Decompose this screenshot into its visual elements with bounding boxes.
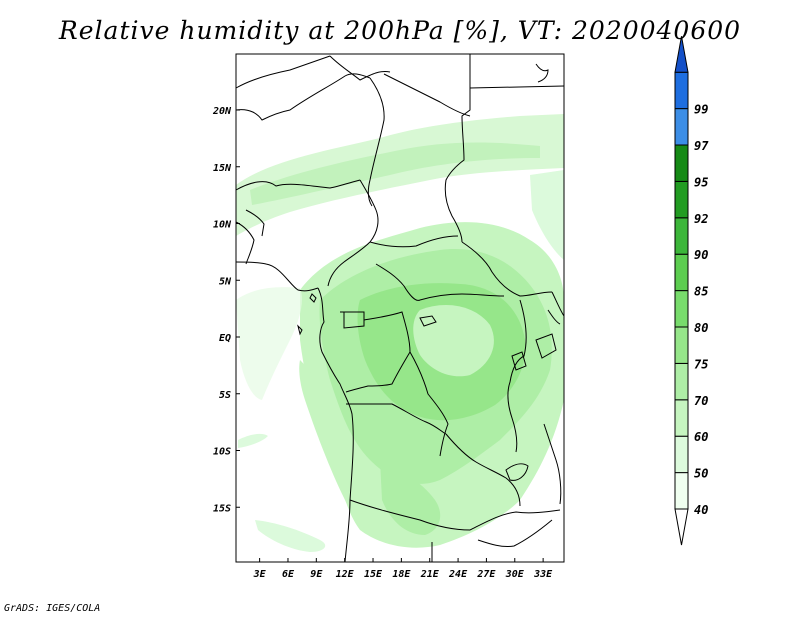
colorbar: 40 50 60 70 75 80 85 90 92 95 97 99 xyxy=(674,36,709,546)
longitude-label: 24E xyxy=(448,569,468,580)
colorbar-label: 99 xyxy=(694,103,708,117)
colorbar-label: 92 xyxy=(694,212,708,226)
colorbar-label: 95 xyxy=(694,175,708,189)
colorbar-bin xyxy=(674,180,689,219)
longitude-label: 9E xyxy=(310,569,323,580)
humidity-field xyxy=(236,114,564,552)
longitude-label: 27E xyxy=(476,569,496,580)
map-frame xyxy=(235,53,565,563)
colorbar-bin xyxy=(674,435,689,474)
longitude-label: 6E xyxy=(282,569,295,580)
country-boundaries xyxy=(235,54,565,563)
colorbar-bin xyxy=(674,71,689,110)
colorbar-top-arrow xyxy=(674,36,689,73)
latitude-label: 20N xyxy=(212,106,232,117)
latitude-label: 10N xyxy=(213,220,232,231)
colorbar-label: 60 xyxy=(694,430,708,444)
colorbar-label: 97 xyxy=(694,139,709,153)
longitude-label: 30E xyxy=(505,569,525,580)
colorbar-bin xyxy=(674,108,689,146)
longitude-label: 33E xyxy=(533,569,553,580)
colorbar-bin xyxy=(674,472,689,510)
colorbar-label: 85 xyxy=(694,285,708,299)
colorbar-bin xyxy=(674,399,689,437)
longitude-label: 21E xyxy=(420,569,440,580)
latitude-label: 15N xyxy=(213,163,232,174)
colorbar-bottom-arrow xyxy=(674,508,689,546)
latitude-label: EQ xyxy=(219,333,231,344)
colorbar-label: 75 xyxy=(694,357,708,371)
colorbar-label: 50 xyxy=(694,467,708,481)
colorbar-bin xyxy=(674,144,689,182)
colorbar-bin xyxy=(674,362,689,401)
latitude-labels: 20N 15N 10N 5N EQ 5S 10S 15S xyxy=(212,106,240,514)
latitude-label: 5S xyxy=(219,390,231,401)
latitude-label: 15S xyxy=(213,503,231,514)
map-title: Relative humidity at 200hPa [%], VT: 202… xyxy=(58,16,742,45)
colorbar-label: 90 xyxy=(694,248,708,262)
longitude-label: 12E xyxy=(336,569,355,580)
longitude-labels: 3E 6E 9E 12E 15E 18E 21E 24E 27E 30E 33E xyxy=(253,558,553,580)
latitude-label: 5N xyxy=(219,276,232,287)
latitude-label: 10S xyxy=(213,447,231,458)
footer-credit: GrADS: IGES/COLA xyxy=(4,603,101,614)
longitude-label: 3E xyxy=(253,569,267,580)
colorbar-label: 70 xyxy=(694,394,708,408)
colorbar-label: 40 xyxy=(694,503,708,517)
colorbar-bin xyxy=(674,217,689,255)
longitude-label: 18E xyxy=(392,569,411,580)
colorbar-bin xyxy=(674,290,689,328)
colorbar-bin xyxy=(674,326,689,364)
colorbar-label: 80 xyxy=(694,321,708,335)
longitude-label: 15E xyxy=(364,569,383,580)
colorbar-bin xyxy=(674,253,689,292)
